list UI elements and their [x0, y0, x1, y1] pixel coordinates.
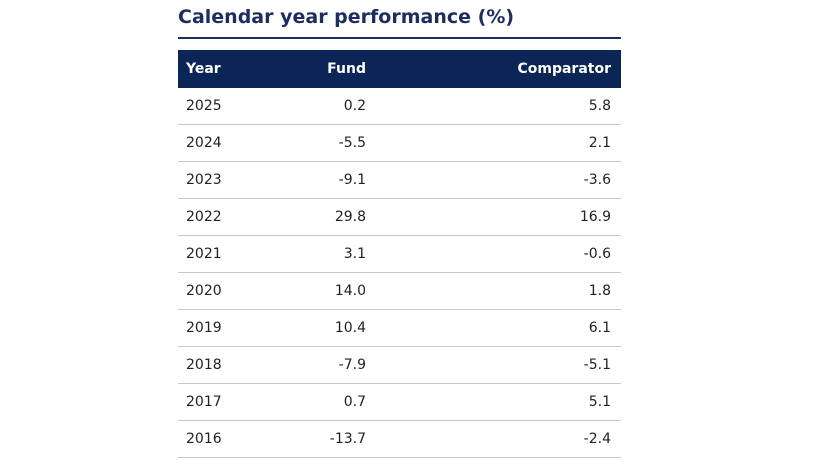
- table-title: Calendar year performance (%): [178, 6, 515, 28]
- value-cell: 6.1: [588, 320, 611, 336]
- table-row: 2019 10.4 6.1: [178, 310, 621, 347]
- value-cell: 10.4: [334, 320, 366, 336]
- value-cell: -7.9: [338, 357, 366, 373]
- value-cell: -3.6: [583, 172, 611, 188]
- year-cell: 2019: [186, 320, 222, 336]
- table-row: 2017 0.7 5.1: [178, 384, 621, 421]
- value-cell: 1.8: [588, 283, 611, 299]
- table-row: 2021 3.1 -0.6: [178, 236, 621, 273]
- value-cell: 3.1: [343, 246, 366, 262]
- value-cell: -0.6: [583, 246, 611, 262]
- value-cell: 2.1: [588, 135, 611, 151]
- table-row: 2020 14.0 1.8: [178, 273, 621, 310]
- value-cell: 16.9: [579, 209, 611, 225]
- table-row: 2016 -13.7 -2.4: [178, 421, 621, 458]
- column-header: Comparator: [517, 61, 611, 77]
- year-cell: 2018: [186, 357, 222, 373]
- column-header: Year: [186, 61, 221, 77]
- year-cell: 2025: [186, 98, 222, 114]
- title-rule: [178, 37, 621, 39]
- table-row: 2018 -7.9 -5.1: [178, 347, 621, 384]
- performance-table: Year Fund Comparator 2025 0.2 5.8 2024 -5.5 2.1 2…: [178, 50, 621, 458]
- year-cell: 2023: [186, 172, 222, 188]
- value-cell: 14.0: [334, 283, 366, 299]
- table-row: 2023 -9.1 -3.6: [178, 162, 621, 199]
- value-cell: -5.1: [583, 357, 611, 373]
- year-cell: 2024: [186, 135, 222, 151]
- year-cell: 2020: [186, 283, 222, 299]
- value-cell: -5.5: [338, 135, 366, 151]
- year-cell: 2021: [186, 246, 222, 262]
- value-cell: -13.7: [329, 431, 366, 447]
- table-row: 2025 0.2 5.8: [178, 88, 621, 125]
- value-cell: 29.8: [334, 209, 366, 225]
- table-row: 2022 29.8 16.9: [178, 199, 621, 236]
- column-header: Fund: [327, 61, 366, 77]
- value-cell: -2.4: [583, 431, 611, 447]
- value-cell: 0.2: [343, 98, 366, 114]
- value-cell: 0.7: [343, 394, 366, 410]
- header-row: Year Fund Comparator: [178, 50, 621, 88]
- year-cell: 2016: [186, 431, 222, 447]
- year-cell: 2022: [186, 209, 222, 225]
- table-row: 2024 -5.5 2.1: [178, 125, 621, 162]
- value-cell: -9.1: [338, 172, 366, 188]
- value-cell: 5.1: [588, 394, 611, 410]
- year-cell: 2017: [186, 394, 222, 410]
- value-cell: 5.8: [588, 98, 611, 114]
